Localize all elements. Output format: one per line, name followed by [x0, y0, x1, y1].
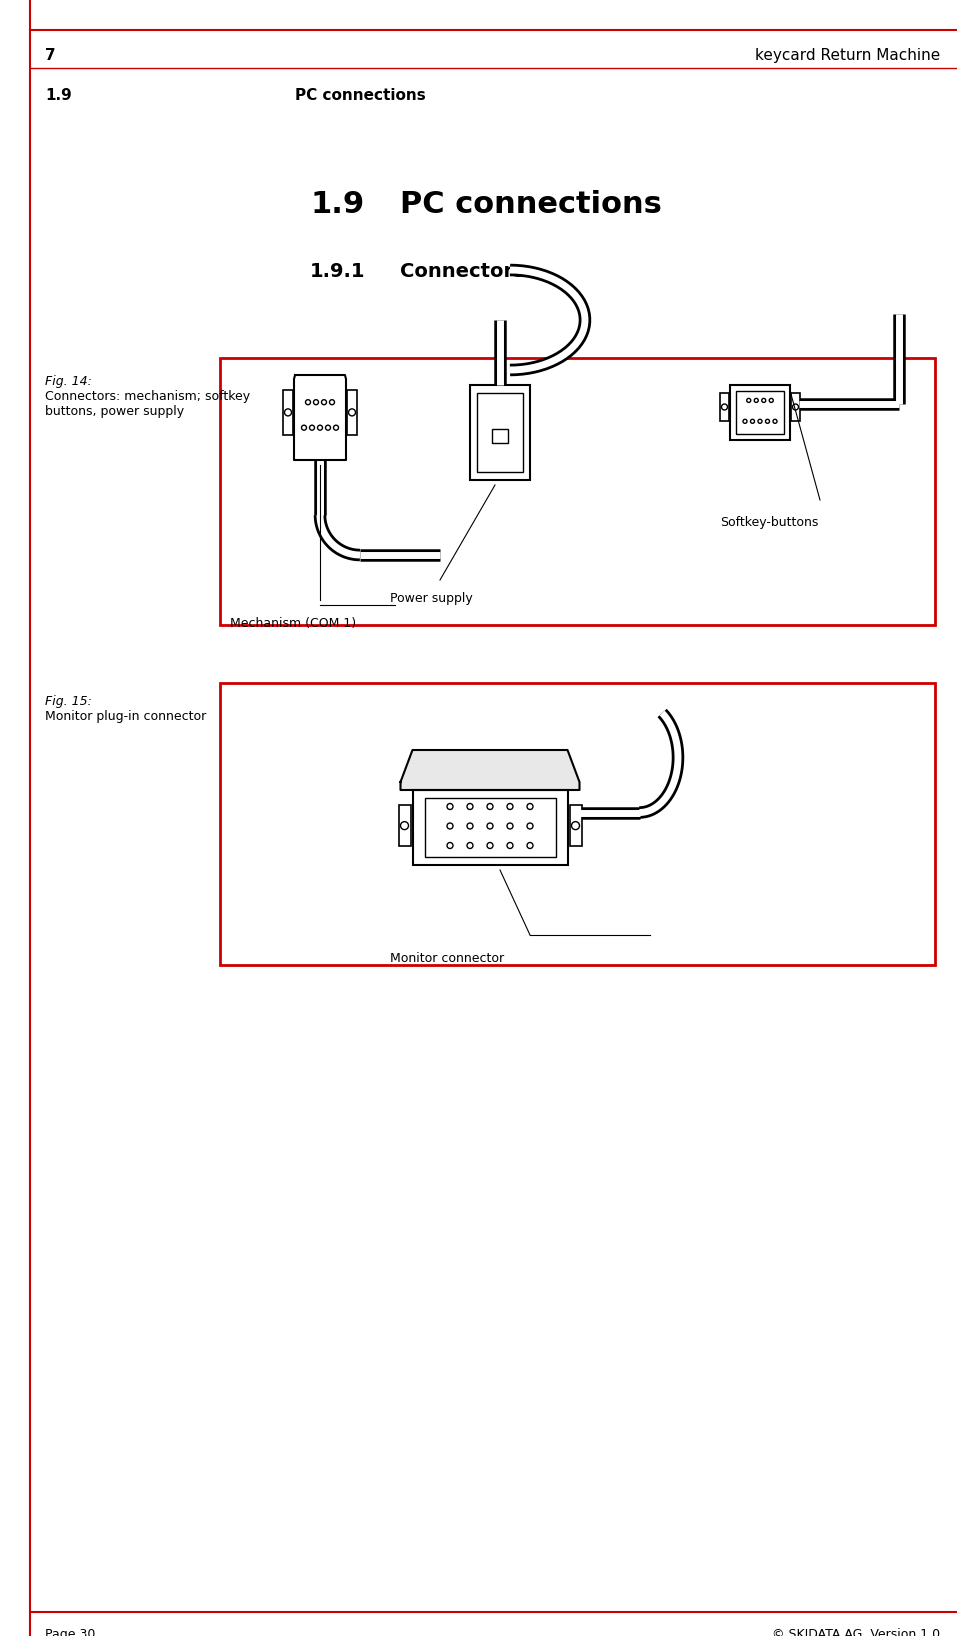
Bar [347, 391, 357, 435]
Text: keycard Return Machine: keycard Return Machine [755, 47, 940, 64]
Text: Mechanism (COM 1): Mechanism (COM 1) [230, 617, 356, 630]
Text: Softkey-buttons: Softkey-buttons [720, 515, 818, 528]
Text: Fig. 14:: Fig. 14: [45, 375, 92, 388]
Bar [425, 798, 555, 857]
Bar [283, 391, 293, 435]
Bar [412, 790, 568, 865]
Bar [398, 805, 411, 846]
Bar [492, 429, 508, 443]
Text: 1.9: 1.9 [45, 88, 72, 103]
Text: © SKIDATA AG, Version 1.0: © SKIDATA AG, Version 1.0 [772, 1628, 940, 1636]
Text: PC connections: PC connections [400, 190, 662, 219]
Bar [736, 391, 784, 434]
Bar [477, 393, 523, 473]
Polygon shape [294, 375, 346, 460]
Text: 1.9: 1.9 [310, 190, 365, 219]
Text: Monitor connector: Monitor connector [390, 952, 504, 965]
Text: PC connections: PC connections [295, 88, 426, 103]
Bar [220, 682, 935, 965]
Text: Connectors: Connectors [400, 262, 524, 281]
Bar [569, 805, 582, 846]
Text: Connectors: mechanism; softkey
buttons, power supply: Connectors: mechanism; softkey buttons, … [45, 389, 250, 419]
Text: 1.9.1: 1.9.1 [310, 262, 366, 281]
Text: Fig. 15:: Fig. 15: [45, 695, 92, 708]
Bar [470, 384, 530, 479]
Bar [730, 384, 790, 440]
Text: 7: 7 [45, 47, 56, 64]
Text: Monitor plug-in connector: Monitor plug-in connector [45, 710, 207, 723]
Bar [720, 393, 729, 420]
Bar [220, 358, 935, 625]
Text: Page 30: Page 30 [45, 1628, 96, 1636]
Polygon shape [400, 749, 580, 790]
Bar [791, 393, 800, 420]
Text: Power supply: Power supply [390, 592, 473, 605]
